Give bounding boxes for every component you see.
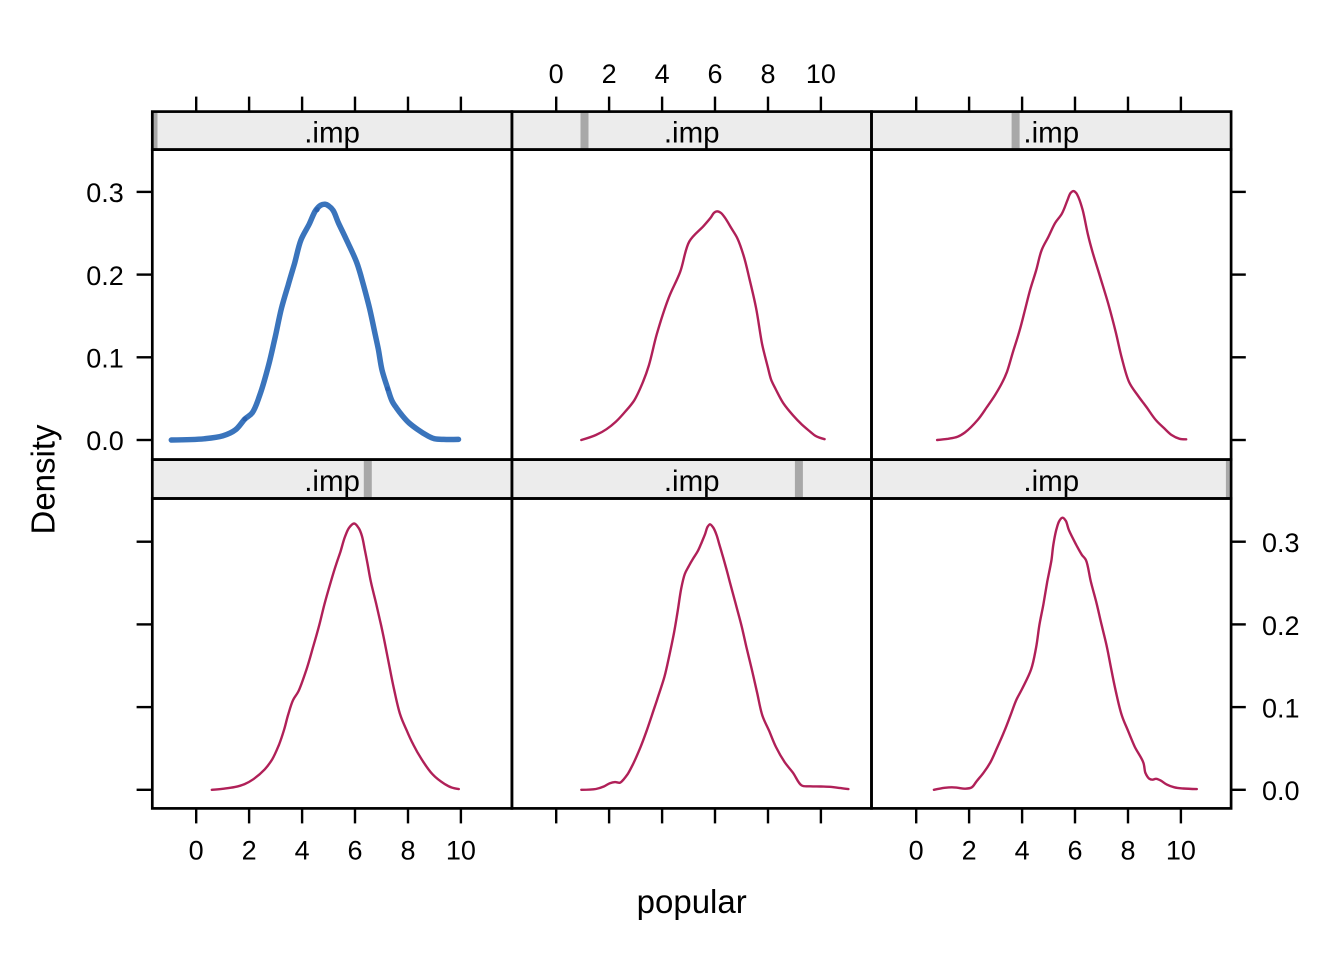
svg-text:0.3: 0.3 <box>1262 528 1300 558</box>
svg-text:0: 0 <box>549 59 564 89</box>
svg-text:0: 0 <box>189 836 204 866</box>
svg-text:.imp: .imp <box>664 117 720 150</box>
svg-text:10: 10 <box>1166 836 1196 866</box>
svg-text:8: 8 <box>760 59 775 89</box>
svg-text:2: 2 <box>602 59 617 89</box>
svg-text:4: 4 <box>295 836 310 866</box>
svg-text:0.2: 0.2 <box>1262 611 1300 641</box>
svg-text:6: 6 <box>1067 836 1082 866</box>
svg-text:Density: Density <box>24 424 61 535</box>
svg-text:6: 6 <box>347 836 362 866</box>
svg-text:.imp: .imp <box>304 465 360 498</box>
svg-text:0.2: 0.2 <box>86 261 124 291</box>
svg-text:.imp: .imp <box>304 117 360 150</box>
svg-text:.imp: .imp <box>664 465 720 498</box>
svg-text:8: 8 <box>1120 836 1135 866</box>
svg-text:6: 6 <box>707 59 722 89</box>
svg-text:4: 4 <box>655 59 670 89</box>
svg-text:10: 10 <box>446 836 476 866</box>
svg-text:0.1: 0.1 <box>86 344 124 374</box>
svg-text:2: 2 <box>962 836 977 866</box>
svg-text:2: 2 <box>242 836 257 866</box>
svg-text:0.0: 0.0 <box>86 426 124 456</box>
svg-text:popular: popular <box>637 883 747 920</box>
svg-text:.imp: .imp <box>1023 117 1079 150</box>
svg-text:4: 4 <box>1015 836 1030 866</box>
svg-text:.imp: .imp <box>1023 465 1079 498</box>
svg-text:0: 0 <box>909 836 924 866</box>
svg-text:8: 8 <box>400 836 415 866</box>
svg-text:0.3: 0.3 <box>86 178 124 208</box>
svg-text:0.0: 0.0 <box>1262 776 1300 806</box>
svg-text:0.1: 0.1 <box>1262 694 1300 724</box>
svg-text:10: 10 <box>806 59 836 89</box>
